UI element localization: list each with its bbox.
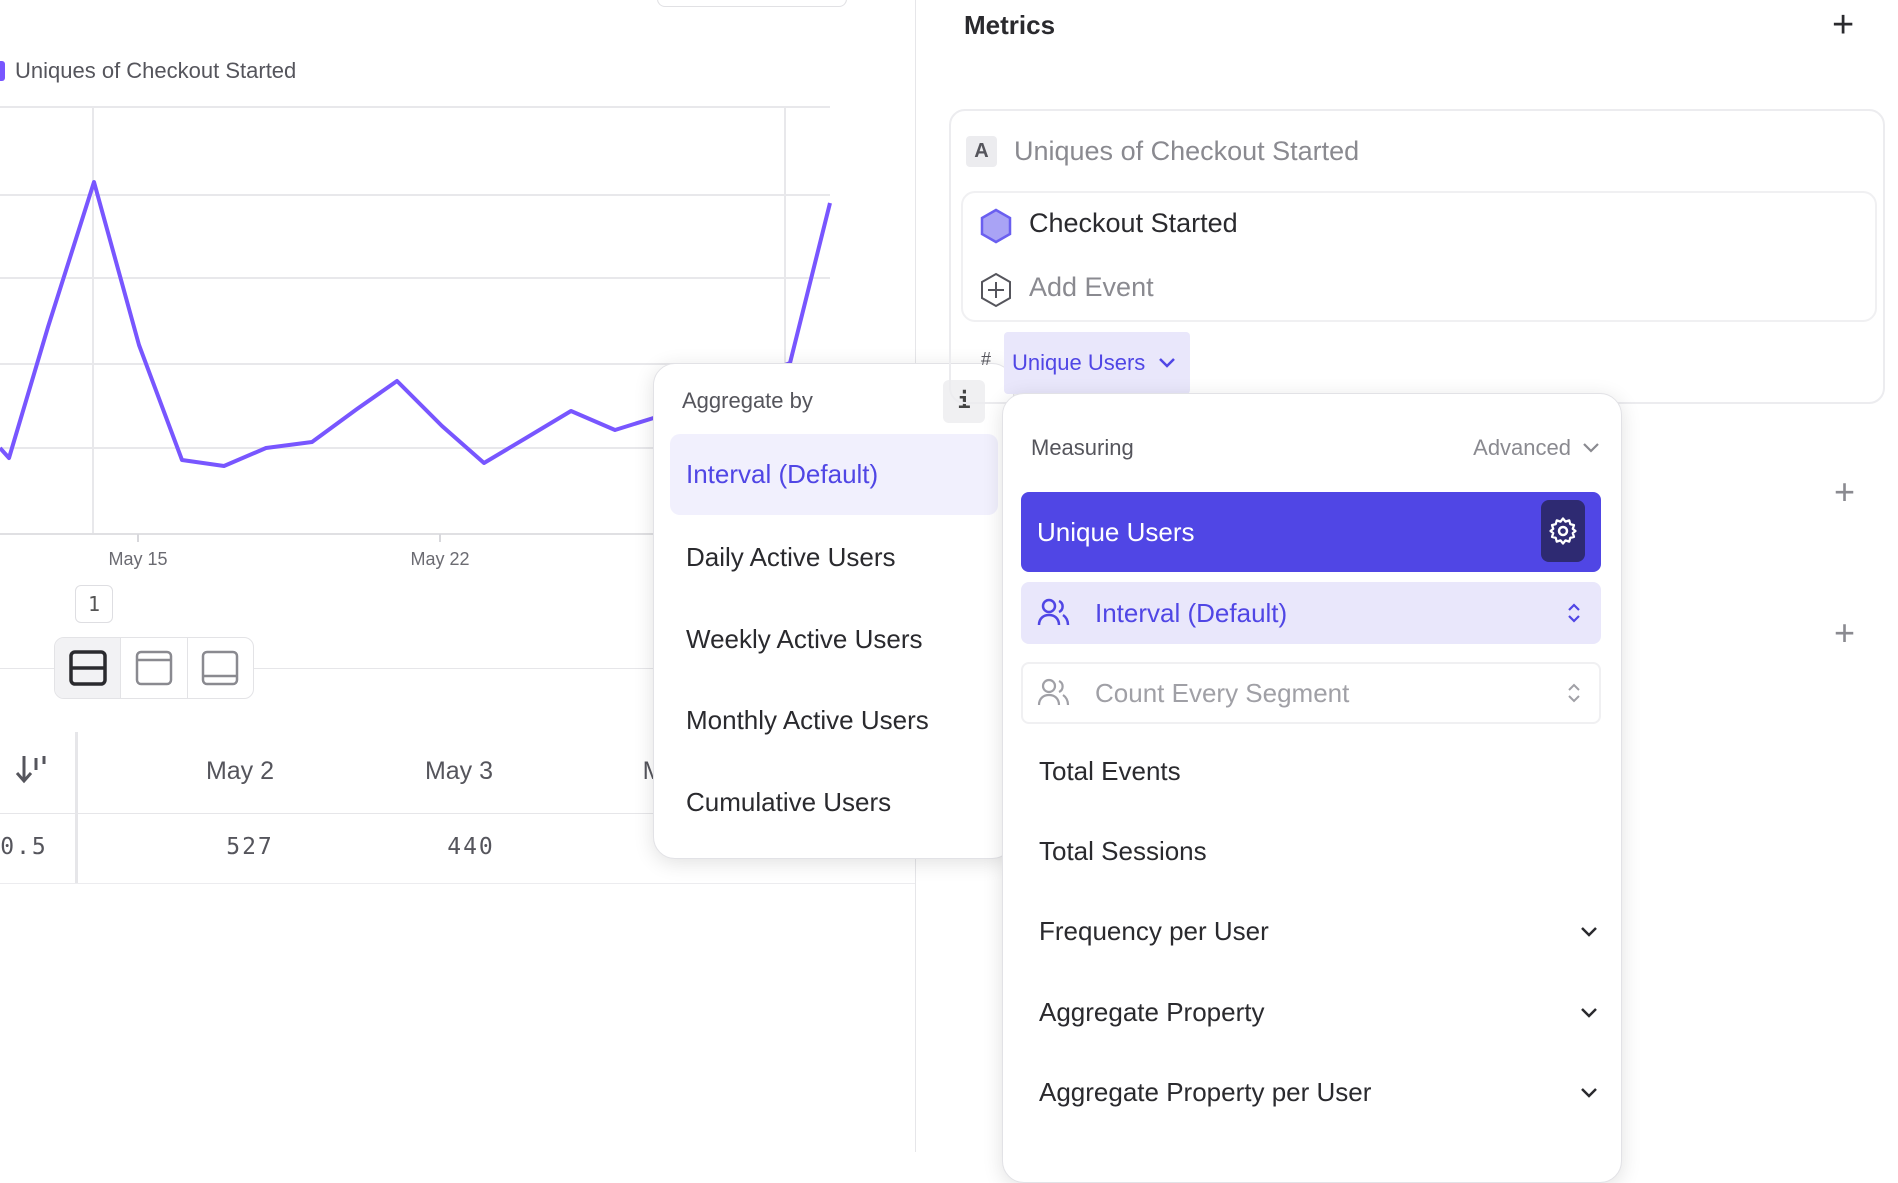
page-badge[interactable]: 1 <box>75 585 113 623</box>
menu-item-dau[interactable]: Daily Active Users <box>686 542 896 572</box>
chevron-down-icon <box>1581 1087 1597 1098</box>
row-divider <box>0 883 915 884</box>
count-select[interactable]: Count Every Segment <box>1021 662 1601 724</box>
option-label: Aggregate Property <box>1039 997 1265 1027</box>
users-icon <box>1037 598 1070 626</box>
x-tick-label: May 15 <box>108 549 168 569</box>
top-view-icon <box>135 650 173 686</box>
option-unique-users[interactable]: Unique Users <box>1021 492 1601 572</box>
advanced-toggle[interactable]: Advanced <box>1473 435 1601 461</box>
menu-item-interval[interactable]: Interval (Default) <box>670 434 998 515</box>
x-tick-label: May 22 <box>410 549 470 569</box>
gear-icon <box>1549 517 1577 545</box>
layout-table-button[interactable] <box>188 638 253 698</box>
column-header[interactable]: May 3 <box>424 757 494 785</box>
add-metric-icon[interactable]: + <box>1832 4 1855 46</box>
legend-swatch <box>0 61 5 81</box>
chart-legend: Uniques of Checkout Started <box>0 58 296 84</box>
option-total-sessions[interactable]: Total Sessions <box>1039 836 1599 867</box>
option-total-events[interactable]: Total Events <box>1039 756 1599 787</box>
series-line <box>0 180 832 468</box>
option-label: Unique Users <box>1037 516 1195 547</box>
table-cell: 440 <box>447 834 495 860</box>
table-cell: 527 <box>226 834 274 860</box>
measure-chip-label: Unique Users <box>1012 350 1146 375</box>
aggregate-by-menu: Aggregate by i Interval (Default) Daily … <box>653 363 1014 859</box>
menu-title: Measuring <box>1031 435 1134 460</box>
metric-name[interactable]: Uniques of Checkout Started <box>1014 136 1360 166</box>
interval-select[interactable]: Interval (Default) <box>1021 582 1601 644</box>
hash-label: # <box>981 349 992 369</box>
split-view-icon <box>68 650 107 686</box>
legend-label: Uniques of Checkout Started <box>15 58 297 83</box>
option-aggregate-property-per-user[interactable]: Aggregate Property per User <box>1039 1077 1599 1108</box>
layout-toggle[interactable] <box>54 637 254 699</box>
event-hexagon-icon <box>980 208 1012 244</box>
menu-item-cumulative[interactable]: Cumulative Users <box>686 787 892 817</box>
chevron-down-icon <box>1159 358 1176 368</box>
menu-item-wau[interactable]: Weekly Active Users <box>686 624 923 654</box>
option-label: Total Events <box>1039 756 1181 786</box>
option-label: Total Sessions <box>1039 836 1207 866</box>
settings-button[interactable] <box>1541 500 1585 562</box>
users-icon <box>1037 678 1070 706</box>
menu-item-mau[interactable]: Monthly Active Users <box>686 705 929 735</box>
layout-split-button[interactable] <box>55 638 122 698</box>
column-divider <box>75 732 78 884</box>
metric-letter-badge: A <box>966 136 997 167</box>
option-label: Frequency per User <box>1039 916 1269 946</box>
measure-dropdown[interactable]: Unique Users <box>1004 332 1190 394</box>
option-aggregate-property[interactable]: Aggregate Property <box>1039 997 1599 1028</box>
advanced-label: Advanced <box>1473 435 1571 460</box>
chevron-down-icon <box>1581 1007 1597 1018</box>
metrics-title: Metrics <box>964 10 1056 40</box>
updown-chevron-icon <box>1568 683 1580 703</box>
measuring-menu: Measuring Advanced Unique Users Interval… <box>1002 393 1622 1183</box>
add-event-button[interactable]: Add Event <box>1029 272 1154 302</box>
option-label: Aggregate Property per User <box>1039 1077 1372 1107</box>
metric-card: A Uniques of Checkout Started Checkout S… <box>949 109 1885 404</box>
count-label: Count Every Segment <box>1095 677 1350 708</box>
divider <box>0 668 660 669</box>
add-breakdown-icon[interactable]: + <box>1834 612 1856 653</box>
column-header[interactable]: May 2 <box>205 757 275 785</box>
bottom-view-icon <box>202 650 239 686</box>
row-divider <box>0 813 915 814</box>
menu-title: Aggregate by <box>682 388 813 413</box>
interval-label: Interval (Default) <box>1095 597 1288 628</box>
chevron-down-icon <box>1581 926 1597 937</box>
event-name[interactable]: Checkout Started <box>1029 208 1238 238</box>
updown-chevron-icon <box>1568 603 1580 623</box>
add-event-icon[interactable] <box>979 272 1013 308</box>
add-filter-icon[interactable]: + <box>1834 471 1856 512</box>
table-cell: 0.5 <box>0 834 48 860</box>
layout-chart-button[interactable] <box>121 638 188 698</box>
chevron-down-icon <box>1583 443 1599 453</box>
option-frequency-per-user[interactable]: Frequency per User <box>1039 916 1599 947</box>
sort-icon[interactable] <box>14 752 48 791</box>
event-list: Checkout Started Add Event <box>961 191 1877 322</box>
